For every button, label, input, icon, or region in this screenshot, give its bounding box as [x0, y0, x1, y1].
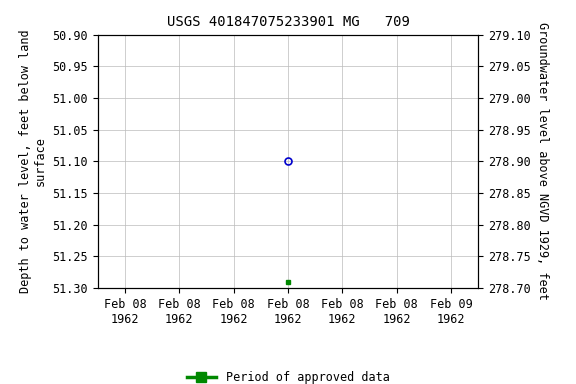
Legend: Period of approved data: Period of approved data	[182, 366, 394, 384]
Title: USGS 401847075233901 MG   709: USGS 401847075233901 MG 709	[166, 15, 410, 29]
Y-axis label: Depth to water level, feet below land
surface: Depth to water level, feet below land su…	[19, 30, 47, 293]
Y-axis label: Groundwater level above NGVD 1929, feet: Groundwater level above NGVD 1929, feet	[536, 22, 549, 300]
